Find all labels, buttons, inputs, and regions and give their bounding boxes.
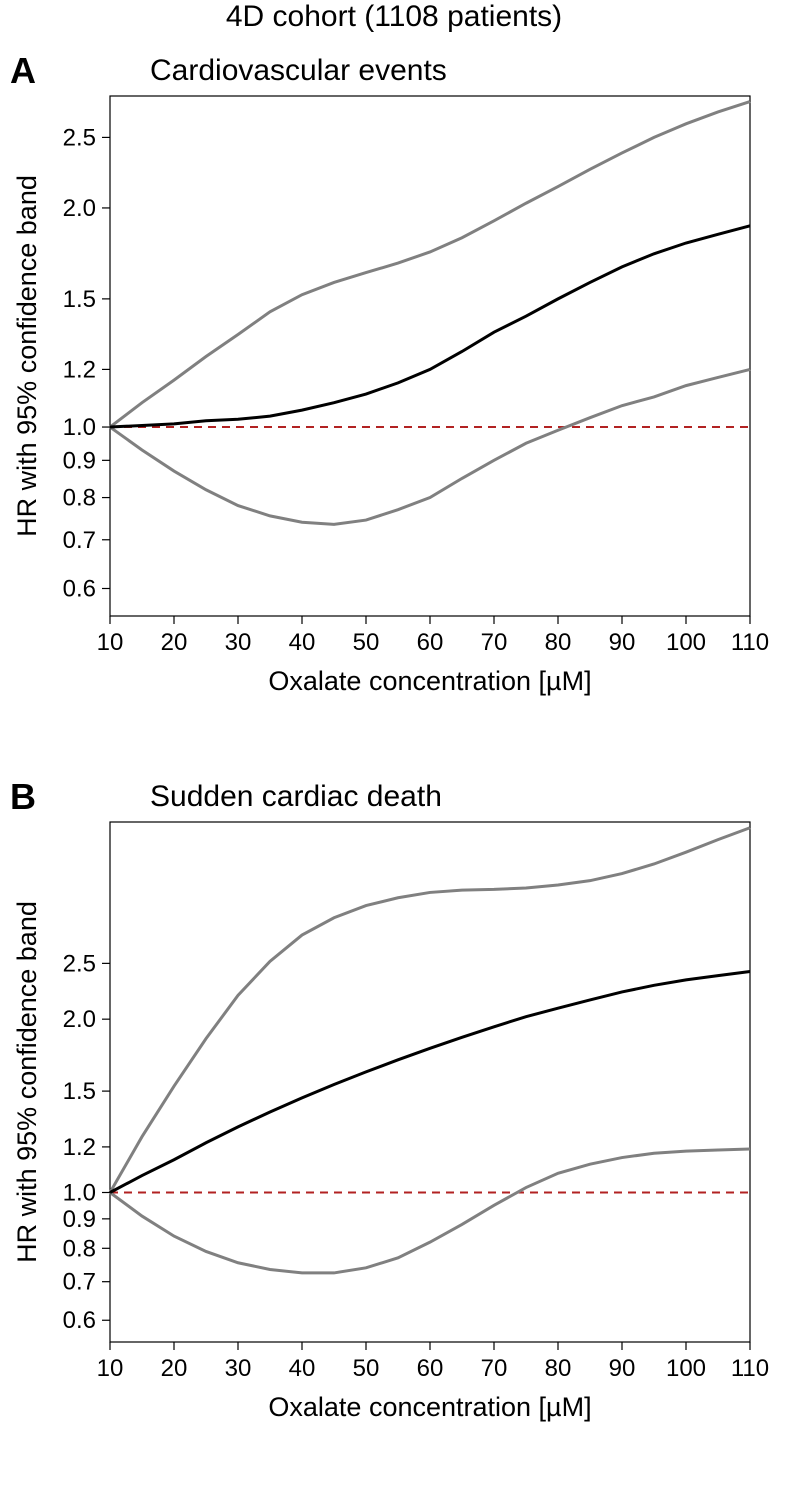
svg-text:1.0: 1.0 — [63, 1180, 96, 1207]
panel-a-chart: 10 20 30 40 50 60 70 80 90 100 110 0.6 0.7 0.8 0.9 1.0 1… — [10, 86, 770, 756]
panel-b-subtitle: Sudden cardiac death — [150, 780, 442, 814]
svg-text:10: 10 — [97, 629, 124, 656]
svg-text:0.6: 0.6 — [63, 575, 96, 602]
svg-text:100: 100 — [666, 1355, 706, 1382]
svg-text:2.0: 2.0 — [63, 195, 96, 222]
svg-text:1.5: 1.5 — [63, 286, 96, 313]
svg-text:1.0: 1.0 — [63, 414, 96, 441]
svg-text:30: 30 — [225, 1355, 252, 1382]
svg-text:HR with 95% confidence band: HR with 95% confidence band — [12, 175, 42, 537]
svg-text:0.8: 0.8 — [63, 485, 96, 512]
svg-text:0.7: 0.7 — [63, 527, 96, 554]
svg-text:0.7: 0.7 — [63, 1269, 96, 1296]
svg-text:2.5: 2.5 — [63, 950, 96, 977]
svg-text:80: 80 — [545, 629, 572, 656]
svg-text:2.5: 2.5 — [63, 124, 96, 151]
svg-text:0.6: 0.6 — [63, 1307, 96, 1334]
svg-text:30: 30 — [225, 629, 252, 656]
svg-text:1.5: 1.5 — [63, 1078, 96, 1105]
svg-text:60: 60 — [417, 629, 444, 656]
svg-text:0.9: 0.9 — [63, 1206, 96, 1233]
svg-text:20: 20 — [161, 1355, 188, 1382]
svg-text:100: 100 — [666, 629, 706, 656]
svg-text:90: 90 — [609, 629, 636, 656]
svg-text:50: 50 — [353, 1355, 380, 1382]
svg-text:HR with 95% confidence band: HR with 95% confidence band — [12, 901, 42, 1263]
svg-text:80: 80 — [545, 1355, 572, 1382]
svg-text:Oxalate concentration [µM]: Oxalate concentration [µM] — [268, 666, 591, 696]
svg-text:40: 40 — [289, 1355, 316, 1382]
svg-text:90: 90 — [609, 1355, 636, 1382]
svg-text:40: 40 — [289, 629, 316, 656]
svg-text:70: 70 — [481, 1355, 508, 1382]
figure-title: 4D cohort (1108 patients) — [0, 0, 788, 34]
svg-text:60: 60 — [417, 1355, 444, 1382]
svg-text:70: 70 — [481, 629, 508, 656]
panel-b-chart: 10 20 30 40 50 60 70 80 90 100 110 0.6 0.7 0.80.91.0 1… — [10, 812, 770, 1482]
svg-text:1.2: 1.2 — [63, 1134, 96, 1161]
panel-a-subtitle: Cardiovascular events — [150, 54, 447, 88]
svg-text:110: 110 — [731, 629, 769, 656]
svg-text:0.9: 0.9 — [63, 447, 96, 474]
svg-text:0.8: 0.8 — [63, 1235, 96, 1262]
svg-text:50: 50 — [353, 629, 380, 656]
svg-text:Oxalate concentration [µM]: Oxalate concentration [µM] — [268, 1392, 591, 1422]
svg-text:10: 10 — [97, 1355, 124, 1382]
svg-text:2.0: 2.0 — [63, 1006, 96, 1033]
svg-text:1.2: 1.2 — [63, 356, 96, 383]
svg-text:110: 110 — [731, 1355, 769, 1382]
svg-text:20: 20 — [161, 629, 188, 656]
